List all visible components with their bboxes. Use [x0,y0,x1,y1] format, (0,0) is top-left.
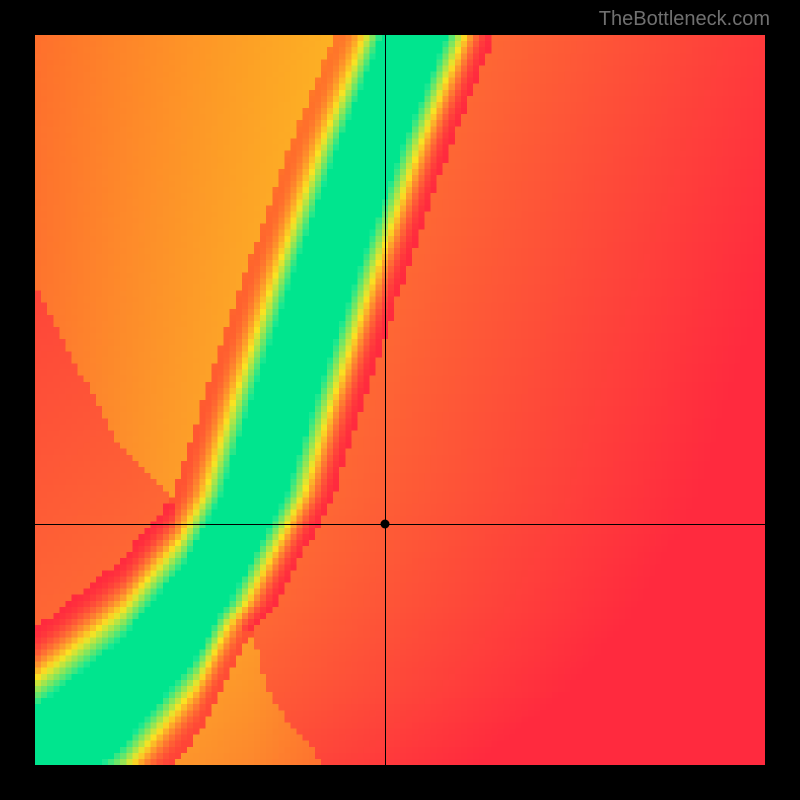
heatmap-plot [35,35,765,765]
crosshair-vertical [385,35,386,765]
watermark-text: TheBottleneck.com [599,8,770,31]
crosshair-horizontal [35,524,765,525]
heatmap-canvas [35,35,765,765]
crosshair-dot [381,520,390,529]
